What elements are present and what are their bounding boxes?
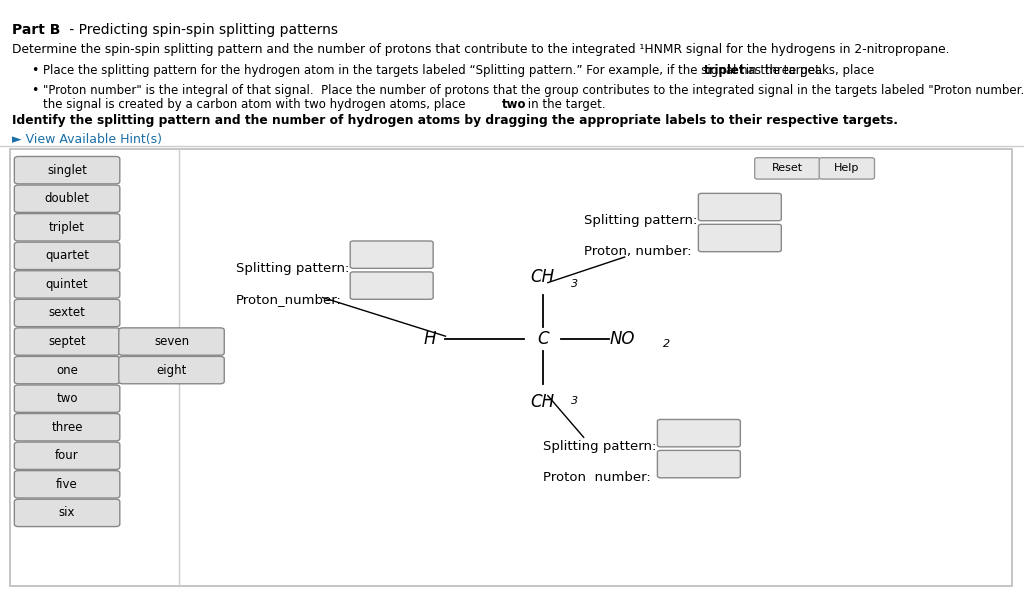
Text: five: five: [56, 478, 78, 491]
Text: three: three: [51, 421, 83, 434]
Text: septet: septet: [48, 335, 86, 348]
FancyBboxPatch shape: [14, 242, 120, 270]
Text: Splitting pattern:: Splitting pattern:: [584, 214, 697, 227]
Text: two: two: [502, 98, 526, 111]
Text: doublet: doublet: [45, 192, 89, 205]
Text: NO: NO: [609, 330, 635, 348]
FancyBboxPatch shape: [698, 193, 781, 221]
Text: 3: 3: [571, 278, 579, 289]
Text: sextet: sextet: [48, 306, 86, 320]
FancyBboxPatch shape: [14, 185, 120, 212]
Text: Splitting pattern:: Splitting pattern:: [543, 440, 656, 453]
Text: Identify the splitting pattern and the number of hydrogen atoms by dragging the : Identify the splitting pattern and the n…: [12, 114, 898, 127]
Text: two: two: [56, 392, 78, 405]
FancyBboxPatch shape: [819, 158, 874, 179]
Text: four: four: [55, 449, 79, 462]
FancyBboxPatch shape: [119, 356, 224, 384]
FancyBboxPatch shape: [119, 328, 224, 355]
Text: quintet: quintet: [46, 278, 88, 291]
Text: 2: 2: [663, 339, 670, 349]
FancyBboxPatch shape: [14, 328, 120, 355]
FancyBboxPatch shape: [14, 356, 120, 384]
Text: CH: CH: [530, 268, 555, 286]
FancyBboxPatch shape: [657, 450, 740, 478]
FancyBboxPatch shape: [10, 149, 1012, 586]
Text: eight: eight: [157, 364, 186, 377]
Text: CH: CH: [530, 393, 555, 411]
FancyBboxPatch shape: [14, 471, 120, 498]
Text: 3: 3: [571, 396, 579, 406]
Text: Reset: Reset: [772, 164, 803, 173]
Text: H: H: [424, 330, 436, 348]
Text: Proton, number:: Proton, number:: [584, 245, 691, 258]
Text: Help: Help: [835, 164, 859, 173]
Text: Part B: Part B: [12, 23, 60, 37]
FancyBboxPatch shape: [14, 499, 120, 527]
Text: •: •: [31, 84, 38, 98]
FancyBboxPatch shape: [14, 414, 120, 441]
Text: seven: seven: [154, 335, 189, 348]
Text: "Proton number" is the integral of that signal.  Place the number of protons tha: "Proton number" is the integral of that …: [43, 84, 1024, 98]
Text: triplet: triplet: [703, 64, 745, 77]
Text: Proton  number:: Proton number:: [543, 471, 650, 484]
Text: triplet: triplet: [49, 221, 85, 234]
Text: Splitting pattern:: Splitting pattern:: [236, 262, 349, 275]
FancyBboxPatch shape: [14, 271, 120, 298]
Text: - Predicting spin-spin splitting patterns: - Predicting spin-spin splitting pattern…: [65, 23, 338, 37]
Text: one: one: [56, 364, 78, 377]
Text: Determine the spin-spin splitting pattern and the number of protons that contrib: Determine the spin-spin splitting patter…: [12, 43, 950, 56]
FancyBboxPatch shape: [657, 419, 740, 447]
Text: in the target.: in the target.: [742, 64, 824, 77]
FancyBboxPatch shape: [350, 272, 433, 299]
Text: quartet: quartet: [45, 249, 89, 262]
FancyBboxPatch shape: [14, 156, 120, 184]
FancyBboxPatch shape: [14, 385, 120, 412]
Text: •: •: [31, 64, 38, 77]
FancyBboxPatch shape: [755, 158, 820, 179]
Text: the signal is created by a carbon atom with two hydrogen atoms, place: the signal is created by a carbon atom w…: [43, 98, 469, 111]
FancyBboxPatch shape: [698, 224, 781, 252]
FancyBboxPatch shape: [350, 241, 433, 268]
Text: C: C: [537, 330, 549, 348]
Text: Proton_number:: Proton_number:: [236, 293, 341, 306]
Text: in the target.: in the target.: [524, 98, 606, 111]
Text: ► View Available Hint(s): ► View Available Hint(s): [12, 133, 162, 146]
Text: singlet: singlet: [47, 164, 87, 177]
FancyBboxPatch shape: [14, 214, 120, 241]
Text: Place the splitting pattern for the hydrogen atom in the targets labeled “Splitt: Place the splitting pattern for the hydr…: [43, 64, 878, 77]
FancyBboxPatch shape: [14, 442, 120, 469]
Text: six: six: [58, 506, 76, 519]
FancyBboxPatch shape: [14, 299, 120, 327]
